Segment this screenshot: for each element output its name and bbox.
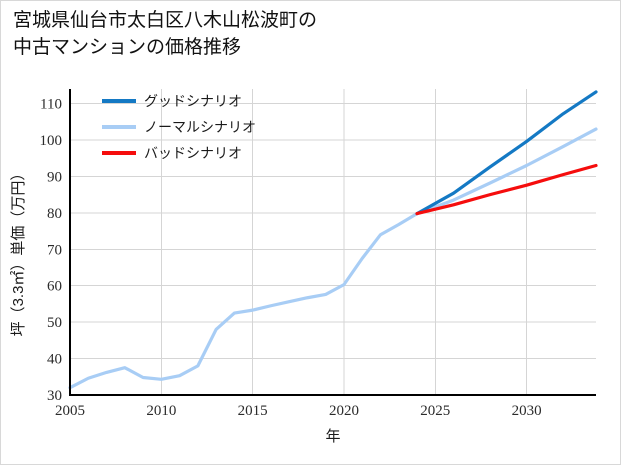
x-tick-label: 2025 xyxy=(420,403,450,419)
x-tick-label: 2010 xyxy=(146,403,176,419)
x-tick-label: 2030 xyxy=(512,403,542,419)
y-tick-label: 90 xyxy=(47,169,62,185)
legend-label-2: バッドシナリオ xyxy=(144,145,242,161)
series-group xyxy=(68,90,598,390)
y-tick-label: 110 xyxy=(40,97,62,113)
y-axis-tick-labels: 30 40 50 60 70 80 90 100 110 xyxy=(40,97,63,404)
legend-label-1: ノーマルシナリオ xyxy=(144,119,256,135)
series-line-ノーマルシナリオ xyxy=(68,127,598,390)
x-axis-tick-labels: 2005 2010 2015 2020 2025 2030 xyxy=(55,403,542,419)
y-tick-label: 100 xyxy=(40,133,63,149)
series-line-バッドシナリオ xyxy=(415,163,598,216)
legend-label-0: グッドシナリオ xyxy=(144,93,242,109)
y-tick-label: 60 xyxy=(47,279,62,295)
axis-spines xyxy=(68,89,596,397)
x-tick-label: 2005 xyxy=(55,403,85,419)
x-axis-title: 年 xyxy=(325,428,340,445)
y-tick-label: 30 xyxy=(47,388,62,404)
y-tick-label: 70 xyxy=(47,242,62,258)
y-tick-label: 40 xyxy=(47,352,62,368)
y-axis-title: 坪（3.3㎡）単価（万円） xyxy=(10,166,27,337)
y-tick-label: 50 xyxy=(47,315,62,331)
series-line-グッドシナリオ xyxy=(415,90,598,216)
x-tick-label: 2020 xyxy=(329,403,359,419)
page-title: 宮城県仙台市太白区八木山松波町の 中古マンションの価格推移 xyxy=(13,10,318,58)
y-tick-label: 80 xyxy=(47,206,62,222)
x-tick-label: 2015 xyxy=(238,403,268,419)
